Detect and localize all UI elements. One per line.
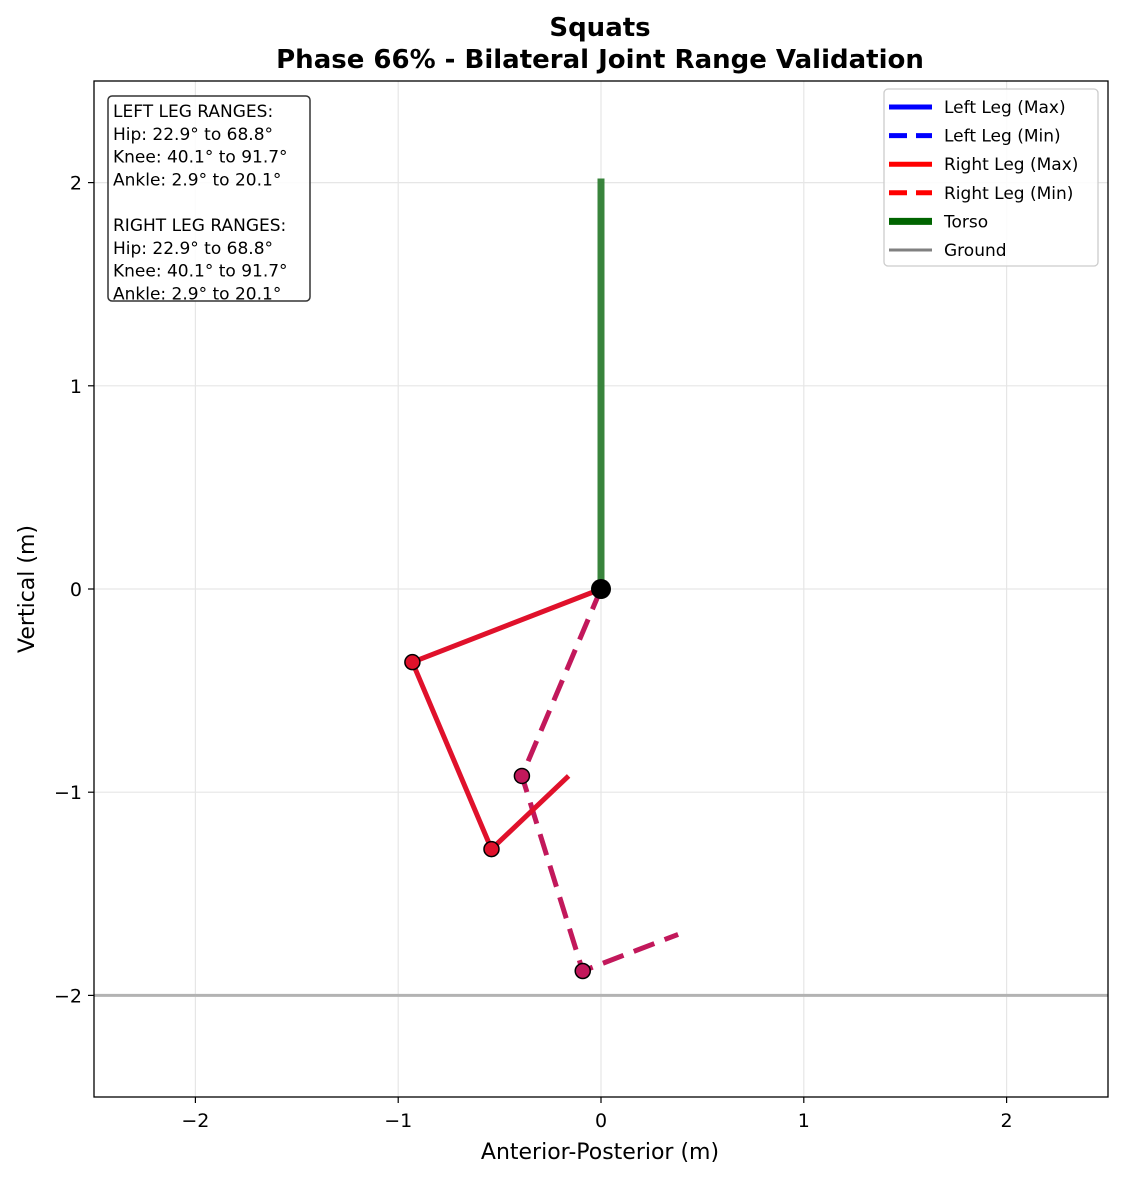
y-axis-label: Vertical (m)	[15, 525, 40, 653]
legend-label: Torso	[943, 212, 988, 232]
x-tick-label: −1	[384, 1110, 412, 1132]
joint-marker	[483, 840, 500, 858]
series-right-leg-max	[409, 586, 602, 852]
joint-marker	[404, 653, 421, 671]
series-right-leg-min	[519, 588, 679, 974]
x-tick-label: 2	[1001, 1110, 1013, 1132]
y-tick-label: −1	[54, 782, 82, 804]
plot-series	[94, 178, 1108, 997]
x-tick-label: −2	[181, 1110, 209, 1132]
ranges-line: Hip: 22.9° to 68.8°	[113, 239, 273, 259]
chart-title: Squats	[549, 13, 650, 43]
axis-ticks: −2 −1 0 1 2 −2 −1 0 1 2	[54, 173, 1013, 1132]
ranges-line: Ankle: 2.9° to 20.1°	[113, 170, 281, 190]
legend-label: Left Leg (Max)	[944, 98, 1066, 118]
ranges-box-frame	[107, 95, 311, 302]
legend-frame	[883, 88, 1099, 267]
legend: Left Leg (Max) Left Leg (Min) Right Leg (M…	[883, 88, 1099, 267]
legend-label: Left Leg (Min)	[944, 127, 1061, 147]
x-tick-label: 1	[798, 1110, 810, 1132]
y-tick-label: −2	[54, 985, 82, 1007]
y-tick-label: 1	[70, 376, 82, 398]
ranges-line: Hip: 22.9° to 68.8°	[113, 125, 273, 145]
legend-label: Right Leg (Max)	[944, 155, 1078, 175]
ranges-line: Knee: 40.1° to 91.7°	[113, 262, 288, 282]
legend-label: Right Leg (Min)	[944, 184, 1073, 204]
hip-joint-marker	[591, 579, 611, 599]
chart-subtitle: Phase 66% - Bilateral Joint Range Valida…	[276, 45, 924, 75]
ranges-line: RIGHT LEG RANGES:	[113, 216, 286, 236]
legend-label: Ground	[944, 241, 1007, 261]
x-tick-label: 0	[595, 1110, 607, 1132]
ranges-line: LEFT LEG RANGES:	[113, 102, 273, 122]
joint-marker	[574, 962, 591, 980]
y-tick-label: 2	[70, 173, 82, 195]
joint-marker	[513, 767, 531, 785]
y-tick-label: 0	[70, 579, 82, 601]
ranges-line: Knee: 40.1° to 91.7°	[113, 148, 288, 168]
joint-ranges-box: LEFT LEG RANGES: Hip: 22.9° to 68.8° Knee:…	[107, 95, 311, 304]
x-axis-label: Anterior-Posterior (m)	[481, 1140, 719, 1165]
ranges-line: Ankle: 2.9° to 20.1°	[113, 284, 281, 304]
